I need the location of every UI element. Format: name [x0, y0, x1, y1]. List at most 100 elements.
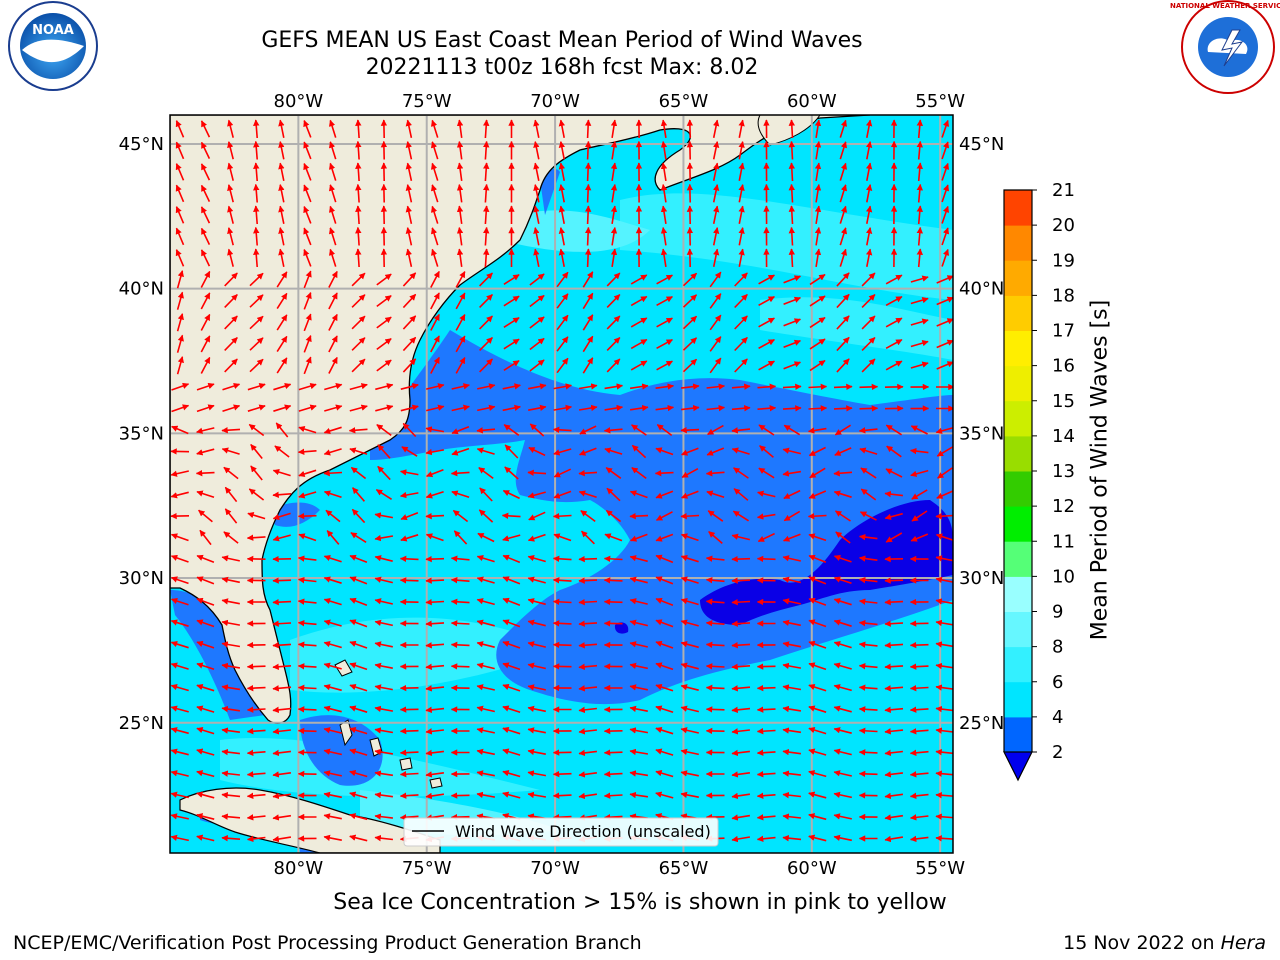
wind-arrow — [606, 337, 621, 351]
wind-arrow — [253, 248, 260, 268]
wind-arrow — [246, 814, 266, 821]
wind-arrow — [610, 226, 618, 246]
lat-tick-left: 30°N — [119, 568, 164, 589]
lon-tick-bottom: 60°W — [787, 858, 837, 879]
wind-arrow — [861, 337, 876, 351]
wind-arrow — [553, 468, 572, 478]
wind-arrow — [278, 248, 285, 267]
wind-arrow — [886, 445, 902, 458]
wind-arrow — [528, 511, 546, 521]
wind-arrow — [272, 771, 292, 778]
wind-arrow — [502, 748, 521, 756]
wind-arrow — [323, 791, 342, 799]
wind-arrow — [935, 555, 953, 562]
wind-arrow — [476, 705, 495, 713]
wind-arrow — [374, 641, 393, 648]
wind-arrow — [200, 163, 211, 181]
colorbar-tick-label: 10 — [1052, 566, 1075, 587]
colorbar-tick-label: 12 — [1052, 496, 1075, 517]
wind-arrow — [328, 335, 338, 353]
wind-arrow — [578, 771, 598, 778]
wind-arrow — [655, 705, 674, 714]
wind-arrow — [351, 487, 366, 502]
wind-arrow — [303, 270, 312, 289]
wind-arrow — [451, 447, 470, 456]
wind-arrow — [324, 383, 343, 391]
wind-arrow — [782, 470, 802, 477]
wind-arrow — [603, 598, 623, 606]
wind-arrow — [865, 184, 873, 203]
wind-arrow — [351, 294, 366, 308]
wind-arrow — [782, 576, 801, 584]
wind-arrow — [756, 706, 776, 713]
wind-arrow — [783, 533, 801, 542]
wind-arrow — [323, 554, 342, 563]
wind-arrow — [782, 383, 802, 390]
wind-arrow — [303, 292, 312, 310]
wind-arrow — [808, 490, 827, 499]
wind-arrow — [533, 227, 540, 246]
wind-arrow — [323, 448, 342, 456]
wind-arrow — [884, 706, 904, 713]
wind-arrow — [732, 510, 750, 522]
wind-arrow — [682, 315, 698, 330]
wind-arrow — [731, 533, 750, 541]
wind-arrow — [502, 383, 521, 390]
wind-arrow — [584, 162, 592, 182]
wind-arrow — [355, 119, 362, 139]
wind-arrow — [297, 727, 317, 735]
wind-arrow — [405, 141, 413, 160]
wind-arrow — [375, 383, 394, 391]
wind-arrow — [884, 577, 904, 584]
sea-ice-note: Sea Ice Concentration > 15% is shown in … — [333, 890, 947, 915]
wind-arrow — [196, 382, 215, 391]
wind-arrow — [705, 555, 725, 562]
wind-arrow — [552, 641, 572, 649]
wind-arrow — [455, 335, 466, 353]
wind-arrow — [249, 272, 264, 287]
wind-arrow — [349, 791, 368, 799]
wind-arrow — [808, 727, 827, 735]
wind-arrow — [221, 684, 241, 691]
wind-arrow — [502, 770, 521, 778]
wind-arrow — [731, 814, 751, 821]
wind-arrow — [807, 512, 827, 520]
wind-arrow — [783, 361, 801, 370]
wind-arrow — [253, 119, 260, 139]
wind-arrow — [808, 640, 827, 649]
wind-arrow — [451, 404, 470, 412]
wind-arrow — [450, 663, 470, 670]
wind-arrow — [629, 619, 648, 627]
wind-arrow — [503, 424, 520, 436]
wind-arrow — [709, 336, 722, 352]
wind-arrow — [425, 490, 444, 499]
wind-arrow — [502, 705, 521, 714]
wind-arrow — [839, 205, 848, 224]
wind-arrow — [253, 162, 260, 182]
wind-arrow — [552, 792, 572, 799]
wind-arrow — [630, 295, 648, 307]
wind-arrow — [603, 577, 623, 584]
wind-arrow — [655, 619, 674, 628]
wind-arrow — [349, 834, 368, 842]
wind-arrow — [553, 448, 572, 456]
lon-tick-top: 80°W — [274, 91, 324, 112]
wind-arrow — [478, 509, 494, 523]
wind-arrow — [453, 530, 468, 545]
wind-arrow — [910, 297, 929, 305]
wind-arrow — [941, 162, 950, 181]
wind-arrow — [430, 270, 440, 288]
wind-arrow — [425, 620, 445, 627]
wind-arrow — [200, 270, 211, 288]
wind-arrow — [303, 206, 312, 224]
wind-arrow — [858, 641, 878, 648]
wind-arrow — [376, 294, 392, 308]
wind-arrow — [303, 163, 312, 181]
wind-arrow — [349, 683, 368, 692]
wind-arrow — [227, 248, 234, 267]
wind-arrow — [272, 835, 292, 843]
wind-arrow — [351, 272, 366, 287]
wind-arrow — [909, 814, 929, 821]
colorbar-tick-label: 14 — [1052, 426, 1075, 447]
wind-arrow — [502, 683, 521, 692]
